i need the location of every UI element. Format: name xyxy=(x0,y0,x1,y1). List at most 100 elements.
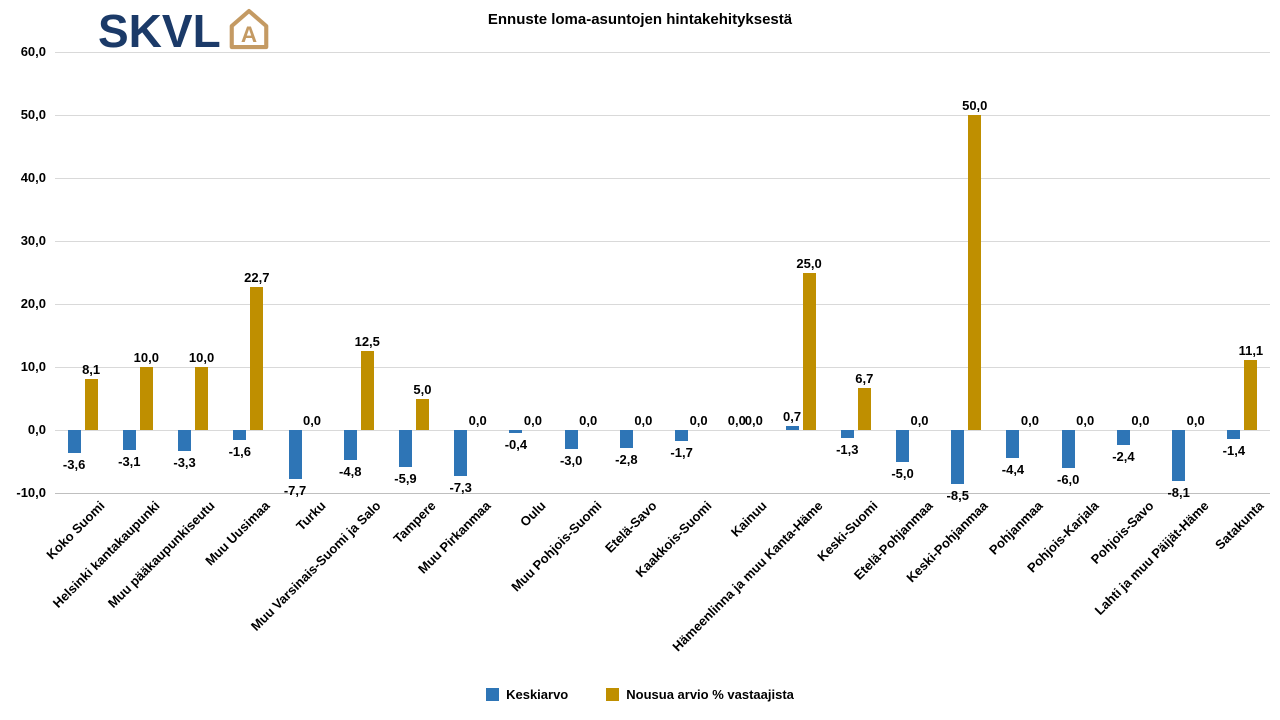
bar-nousua xyxy=(415,398,429,430)
data-label: 0,0 xyxy=(910,413,929,428)
data-label: -3,3 xyxy=(173,454,196,470)
data-label: -1,4 xyxy=(1222,442,1246,458)
data-label: 0,0 xyxy=(468,413,487,428)
data-label: 12,5 xyxy=(354,334,380,350)
bar-keskiarvo xyxy=(233,430,247,441)
data-label: -7,3 xyxy=(449,479,472,495)
data-label: 25,0 xyxy=(796,255,822,271)
bar-nousua xyxy=(1244,360,1258,430)
legend-label: Keskiarvo xyxy=(506,687,569,702)
bar-keskiarvo xyxy=(398,430,412,468)
data-label: -2,8 xyxy=(615,451,638,467)
gridline xyxy=(55,52,1270,53)
house-icon-letter: A xyxy=(241,22,257,47)
gridline xyxy=(55,178,1270,179)
y-axis-tick-label: -10,0 xyxy=(16,485,46,500)
data-label: -8,5 xyxy=(946,487,969,503)
data-label: 0,7 xyxy=(783,408,802,424)
bar-keskiarvo xyxy=(1116,430,1130,446)
bar-keskiarvo xyxy=(951,430,965,484)
bar-keskiarvo xyxy=(840,430,854,439)
data-label: 0,0 xyxy=(1076,413,1095,428)
bar-keskiarvo xyxy=(343,430,357,461)
bar-keskiarvo xyxy=(509,430,523,433)
bar-nousua xyxy=(250,286,264,430)
bar-keskiarvo xyxy=(619,430,633,448)
data-label: -1,7 xyxy=(670,444,693,460)
skvl-logo: SKVL A xyxy=(98,6,271,55)
house-icon: A xyxy=(227,8,271,55)
bar-keskiarvo xyxy=(454,430,468,476)
data-label: -7,7 xyxy=(283,482,307,498)
data-label: 0,0 xyxy=(1186,413,1205,428)
bar-keskiarvo xyxy=(564,430,578,449)
y-axis-tick-label: 40,0 xyxy=(20,170,46,185)
bar-keskiarvo xyxy=(288,430,302,479)
bar-keskiarvo xyxy=(1061,430,1075,468)
data-label: -8,1 xyxy=(1167,485,1190,501)
bar-keskiarvo xyxy=(67,430,81,453)
data-label: 0,0 xyxy=(1131,413,1150,428)
data-label: 0,0 xyxy=(1020,413,1039,428)
bar-keskiarvo xyxy=(1006,430,1020,458)
data-label: -4,4 xyxy=(1001,461,1025,477)
data-label: -5,0 xyxy=(891,465,914,481)
legend: Keskiarvo Nousua arvio % vastaajista xyxy=(0,687,1280,702)
data-label: 11,1 xyxy=(1238,343,1264,359)
legend-swatch xyxy=(606,688,620,701)
skvl-wordmark: SKVL xyxy=(98,4,221,57)
y-axis-tick-label: 20,0 xyxy=(20,296,46,311)
data-label: -5,9 xyxy=(394,471,417,487)
data-label: -1,3 xyxy=(836,442,859,458)
bar-nousua xyxy=(195,367,209,430)
data-label: 0,0 xyxy=(744,413,763,428)
data-label: 22,7 xyxy=(244,269,270,285)
bar-keskiarvo xyxy=(1227,430,1241,439)
data-label: -3,0 xyxy=(559,452,583,468)
data-label: -1,6 xyxy=(228,444,251,460)
bar-nousua xyxy=(139,367,153,430)
data-label: 50,0 xyxy=(962,98,988,113)
data-label: 0,0 xyxy=(689,413,708,428)
legend-label: Nousua arvio % vastaajista xyxy=(626,687,794,702)
data-label: 0,0 xyxy=(727,413,746,428)
bar-keskiarvo xyxy=(896,430,910,462)
bar-nousua xyxy=(360,351,374,430)
bar-keskiarvo xyxy=(675,430,689,441)
bar-nousua xyxy=(84,378,98,430)
gridline xyxy=(55,304,1270,305)
gridline xyxy=(55,115,1270,116)
gridline xyxy=(55,430,1270,431)
data-label: -2,4 xyxy=(1112,449,1135,465)
y-axis-tick-label: 60,0 xyxy=(20,44,46,59)
data-label: -3,6 xyxy=(62,456,86,472)
gridline xyxy=(55,241,1270,242)
data-label: -3,1 xyxy=(118,453,141,469)
data-label: 10,0 xyxy=(188,350,215,365)
data-label: -0,4 xyxy=(504,436,528,452)
y-axis-tick-label: 0,0 xyxy=(27,422,46,437)
bar-nousua xyxy=(857,387,871,430)
gridline xyxy=(55,367,1270,368)
y-axis-tick-label: 10,0 xyxy=(20,359,46,374)
data-label: 0,0 xyxy=(579,413,598,428)
data-label: -6,0 xyxy=(1057,471,1080,487)
data-label: 0,0 xyxy=(302,413,322,428)
data-label: 8,1 xyxy=(82,361,101,377)
bar-keskiarvo xyxy=(1172,430,1186,482)
y-axis-tick-label: 30,0 xyxy=(20,233,46,248)
bar-nousua xyxy=(968,115,982,430)
data-label: 5,0 xyxy=(413,381,432,397)
legend-item-nousua: Nousua arvio % vastaajista xyxy=(606,687,794,702)
bar-nousua xyxy=(802,272,816,430)
y-axis-tick-label: 50,0 xyxy=(20,107,46,122)
data-label: 6,7 xyxy=(855,370,874,386)
data-label: 10,0 xyxy=(133,350,159,365)
legend-swatch xyxy=(486,688,500,701)
chart-title: Ennuste loma-asuntojen hintakehityksestä xyxy=(487,11,793,28)
bar-keskiarvo xyxy=(122,430,136,450)
legend-item-keskiarvo: Keskiarvo xyxy=(486,687,568,702)
data-label: 0,0 xyxy=(523,413,542,428)
bar-keskiarvo xyxy=(178,430,192,451)
